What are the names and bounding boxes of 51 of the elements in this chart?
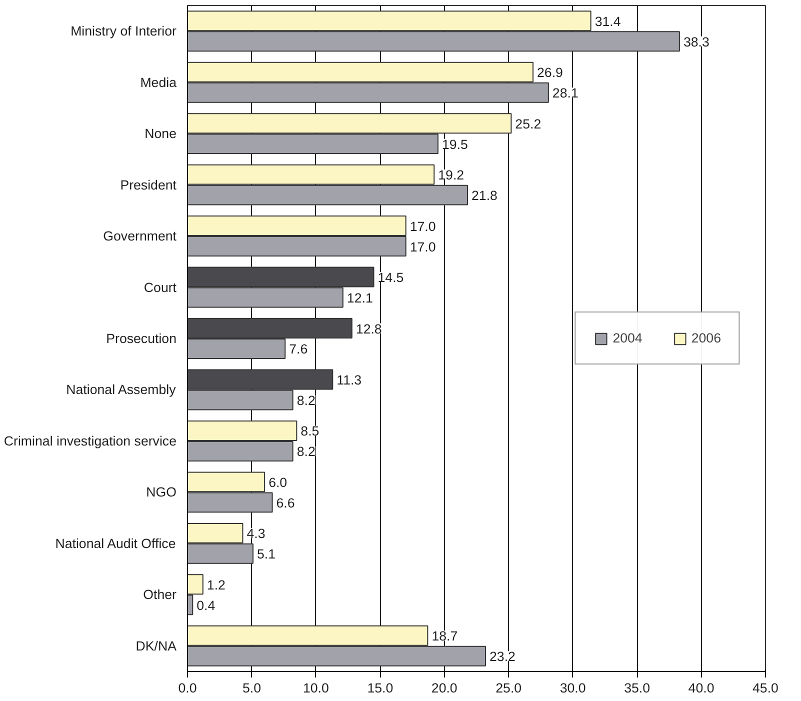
- x-tick-label: 35.0: [624, 680, 650, 696]
- data-label: 17.0: [410, 239, 436, 254]
- data-label: 38.3: [683, 34, 710, 50]
- data-label: 17.0: [410, 218, 436, 234]
- y-tick-label: Court: [144, 280, 177, 295]
- data-label: 0.4: [196, 598, 216, 613]
- data-label: 8.5: [300, 424, 320, 439]
- y-tick-label: National Assembly: [66, 382, 176, 398]
- data-label: 8.2: [296, 444, 316, 460]
- y-tick-label: Prosecution: [106, 331, 177, 346]
- data-label: 28.1: [552, 86, 578, 101]
- data-label: 5.1: [257, 546, 276, 562]
- data-label: 1.2: [206, 577, 226, 592]
- data-label: 23.2: [489, 649, 516, 664]
- y-tick-label: Ministry of Interior: [70, 24, 178, 39]
- y-tick-label: Other: [143, 587, 178, 602]
- y-tick-label: None: [144, 126, 177, 142]
- y-tick-label: Criminal investigation service: [4, 433, 177, 448]
- data-label: 18.7: [432, 628, 458, 644]
- x-tick-label: 40.0: [688, 680, 714, 696]
- data-label: 31.4: [594, 14, 622, 29]
- y-tick-label: Media: [140, 74, 178, 90]
- x-tick-label: 5.0: [242, 680, 261, 696]
- data-label: 19.2: [438, 168, 464, 183]
- x-tick-label: 30.0: [560, 680, 586, 696]
- x-tick-label: 45.0: [752, 680, 778, 696]
- data-label: 21.8: [472, 188, 498, 204]
- data-label: 12.1: [346, 290, 373, 306]
- x-tick-label: 25.0: [496, 680, 522, 696]
- x-tick-label: 20.0: [431, 680, 458, 696]
- data-label: 4.3: [246, 526, 266, 542]
- data-label: 26.9: [537, 65, 563, 80]
- y-tick-label: NGO: [146, 484, 176, 500]
- data-label: 14.5: [378, 270, 404, 286]
- legend-label: 2006: [691, 330, 721, 346]
- data-label: 12.8: [356, 321, 382, 336]
- y-tick-label: President: [120, 177, 177, 192]
- x-tick-label: 15.0: [367, 680, 394, 696]
- legend-label: 2004: [612, 330, 642, 346]
- y-tick-label: DK/NA: [136, 638, 177, 654]
- data-label: 6.6: [276, 495, 295, 510]
- data-label: 7.6: [289, 342, 308, 357]
- y-tick-label: National Audit Office: [55, 536, 176, 551]
- data-label: 11.3: [336, 372, 362, 388]
- data-label: 19.5: [442, 136, 468, 152]
- data-label: 8.2: [296, 392, 316, 408]
- data-label: 6.0: [268, 474, 288, 490]
- y-tick-label: Government: [103, 228, 177, 244]
- data-label: 25.2: [515, 116, 542, 132]
- x-tick-label: 10.0: [302, 680, 329, 696]
- x-tick-label: 0.0: [178, 680, 197, 696]
